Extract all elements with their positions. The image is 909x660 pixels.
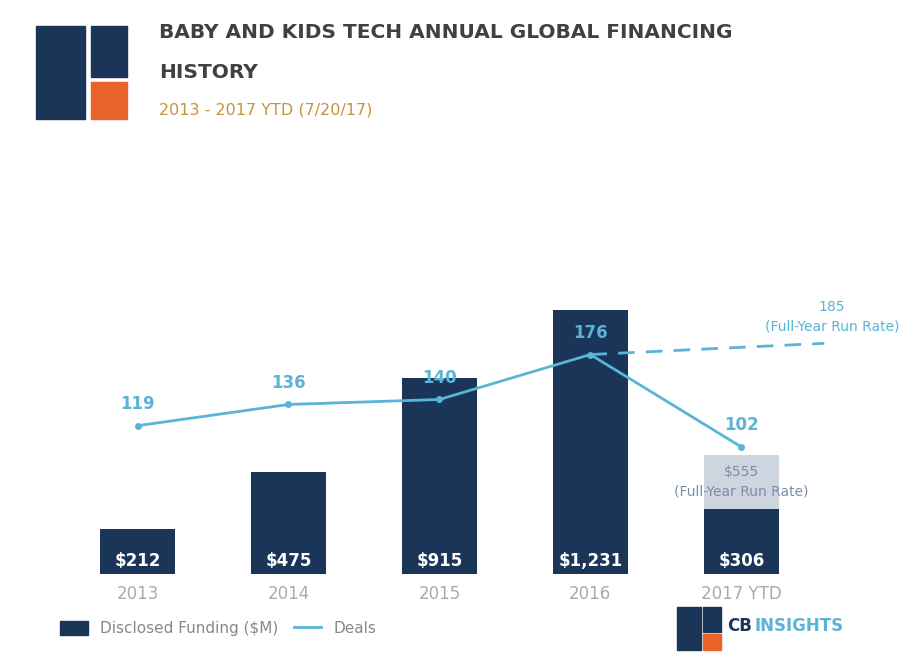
- Bar: [553, 310, 628, 574]
- Bar: [36, 26, 85, 119]
- Bar: [677, 607, 701, 650]
- Bar: [704, 455, 779, 509]
- Bar: [704, 607, 721, 632]
- Text: 102: 102: [724, 416, 759, 434]
- Bar: [704, 509, 779, 574]
- Bar: [251, 473, 326, 574]
- Legend: Disclosed Funding ($M), Deals: Disclosed Funding ($M), Deals: [55, 614, 383, 642]
- Bar: [100, 529, 175, 574]
- Bar: [91, 26, 127, 77]
- Text: 140: 140: [422, 369, 456, 387]
- Text: 176: 176: [573, 324, 607, 342]
- Text: $212: $212: [115, 552, 161, 570]
- Text: $306: $306: [718, 552, 764, 570]
- Bar: [704, 634, 721, 650]
- Text: 136: 136: [271, 374, 305, 392]
- Text: $1,231: $1,231: [558, 552, 623, 570]
- Text: $915: $915: [416, 552, 463, 570]
- Bar: [402, 378, 477, 574]
- Text: BABY AND KIDS TECH ANNUAL GLOBAL FINANCING: BABY AND KIDS TECH ANNUAL GLOBAL FINANCI…: [159, 23, 733, 42]
- Text: 185
(Full-Year Run Rate): 185 (Full-Year Run Rate): [764, 300, 899, 333]
- Text: 119: 119: [120, 395, 155, 413]
- Text: $555
(Full-Year Run Rate): $555 (Full-Year Run Rate): [674, 465, 808, 498]
- Text: $475: $475: [265, 552, 312, 570]
- Bar: [91, 82, 127, 119]
- Text: CB: CB: [727, 617, 752, 635]
- Text: HISTORY: HISTORY: [159, 63, 258, 82]
- Text: 2013 - 2017 YTD (7/20/17): 2013 - 2017 YTD (7/20/17): [159, 102, 373, 117]
- Text: INSIGHTS: INSIGHTS: [754, 617, 844, 635]
